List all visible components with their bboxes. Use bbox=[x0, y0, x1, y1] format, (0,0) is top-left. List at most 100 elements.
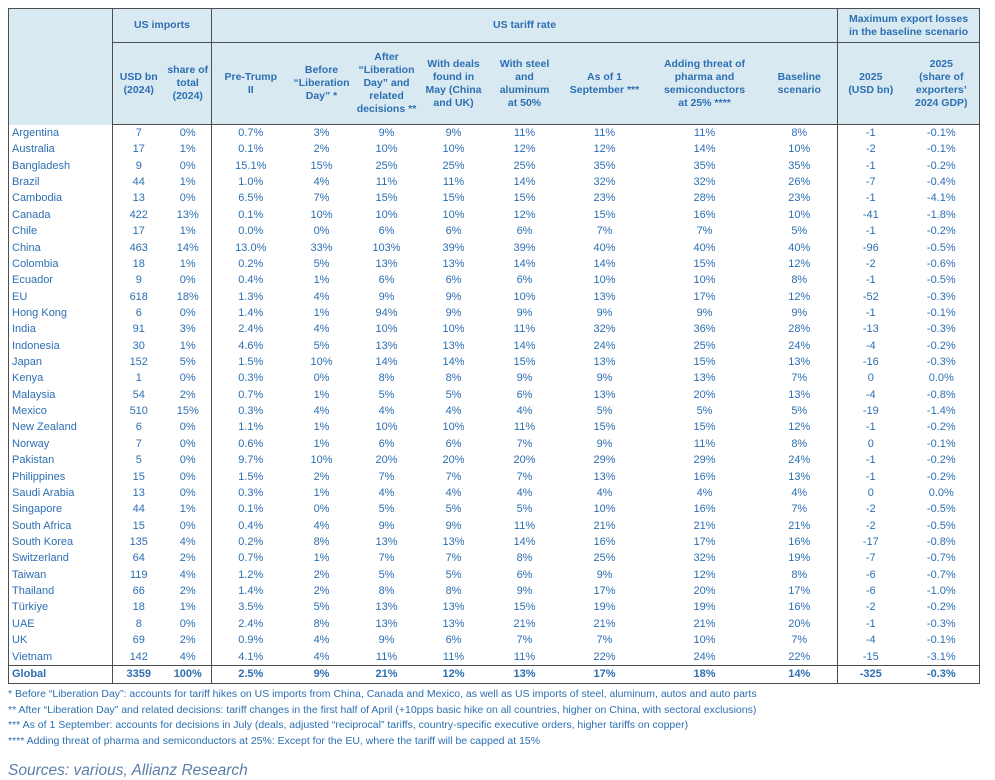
col-header-with-deals-may: With deals found in May (China and UK) bbox=[419, 42, 488, 125]
cell: 18% bbox=[164, 288, 213, 305]
cell: 8% bbox=[445, 585, 462, 598]
row-country: New Zealand bbox=[8, 419, 113, 436]
cell: 10% bbox=[442, 143, 465, 156]
cell: -0.1% bbox=[926, 634, 956, 647]
cell: 10% bbox=[310, 356, 333, 369]
table-row: Vietnam 142 4% 4.1% 4% 11% 11% 11% 22% 24% 22% -15 -… bbox=[8, 648, 980, 666]
cell: 15% bbox=[693, 257, 716, 270]
cell: 0.4% bbox=[238, 519, 264, 532]
cell: 36% bbox=[693, 323, 716, 336]
cell: 11% bbox=[375, 650, 398, 663]
cell: 15% bbox=[693, 356, 716, 369]
cell: 5% bbox=[378, 568, 395, 581]
cell: 22% bbox=[593, 650, 616, 663]
cell: 10% bbox=[442, 421, 465, 434]
cell: 25% bbox=[513, 159, 536, 172]
cell: -52 bbox=[862, 290, 879, 303]
cell: 13% bbox=[442, 257, 465, 270]
cell: 12% bbox=[513, 208, 536, 221]
table-row: New Zealand 6 0% 1.1% 1% 10% 10% 11% 15% 15% 12% -1… bbox=[8, 419, 980, 436]
cell: 39% bbox=[513, 241, 536, 254]
cell: -1 bbox=[865, 127, 876, 139]
table-row: Brazil 44 1% 1.0% 4% 11% 11% 14% 32% 32% 26% -7 -0.4… bbox=[8, 174, 980, 191]
cell: -1 bbox=[865, 306, 876, 319]
row-country: Global bbox=[8, 664, 113, 684]
cell: 9% bbox=[378, 634, 395, 647]
cell: 13% bbox=[442, 617, 465, 630]
cell: 1% bbox=[313, 552, 330, 565]
cell: 14% bbox=[375, 356, 398, 369]
cell: 6% bbox=[445, 225, 462, 238]
cell: 9% bbox=[378, 519, 395, 532]
row-country: Pakistan bbox=[8, 452, 113, 469]
cell: 6% bbox=[516, 388, 533, 401]
cell: -1 bbox=[865, 454, 876, 467]
cell: 4% bbox=[313, 323, 330, 336]
cell: 4% bbox=[696, 486, 713, 499]
cell: 20% bbox=[513, 454, 536, 467]
cell: 12% bbox=[693, 568, 716, 581]
cell: 0.3% bbox=[238, 486, 264, 499]
table-row: Pakistan 5 0% 9.7% 10% 20% 20% 20% 29% 29% 24% -1 -0… bbox=[8, 452, 980, 469]
cell: 24% bbox=[593, 339, 616, 352]
row-country: Colombia bbox=[8, 255, 113, 273]
col-header-pre-trump: Pre-Trump II bbox=[211, 42, 290, 125]
cell: 44 bbox=[132, 503, 145, 516]
cell: 10% bbox=[693, 274, 716, 287]
cell: 7% bbox=[378, 552, 395, 565]
cell: 15% bbox=[375, 192, 398, 205]
cell: 9% bbox=[516, 585, 533, 598]
cell: 4% bbox=[313, 650, 330, 663]
cell: -96 bbox=[862, 241, 879, 254]
cell: 9% bbox=[378, 127, 395, 139]
cell: 0.0% bbox=[928, 486, 954, 499]
cell: 3% bbox=[164, 321, 213, 338]
cell: 0.6% bbox=[238, 437, 264, 450]
cell: -4 bbox=[865, 388, 876, 401]
cell: 9% bbox=[445, 290, 462, 303]
cell: -6 bbox=[865, 585, 876, 598]
row-country: Ecuador bbox=[8, 272, 113, 289]
cell: 66 bbox=[132, 585, 145, 598]
cell: 6% bbox=[445, 274, 462, 287]
cell: 0% bbox=[164, 419, 213, 436]
cell: 13% bbox=[693, 372, 716, 385]
cell: 13% bbox=[593, 290, 616, 303]
cell: -41 bbox=[862, 208, 879, 221]
cell: 13% bbox=[442, 601, 465, 614]
cell: 25% bbox=[693, 339, 716, 352]
cell: 6% bbox=[516, 568, 533, 581]
cell: 23% bbox=[761, 190, 839, 207]
cell: 7% bbox=[313, 192, 330, 205]
cell: 54 bbox=[132, 388, 145, 401]
table-row: South Africa 15 0% 0.4% 4% 9% 9% 11% 21% 21% 21% -2… bbox=[8, 517, 980, 534]
cell: -16 bbox=[862, 356, 879, 369]
cell: -2 bbox=[865, 257, 876, 270]
cell: 30 bbox=[132, 339, 145, 352]
cell: 69 bbox=[132, 634, 145, 647]
cell: 7 bbox=[135, 127, 142, 139]
cell: 14% bbox=[513, 535, 536, 548]
cell: 11% bbox=[513, 323, 536, 336]
cell: 8% bbox=[378, 585, 395, 598]
cell: 7% bbox=[761, 370, 839, 387]
cell: 1% bbox=[164, 174, 213, 191]
col-header-usd-bn: USD bn (2024) bbox=[112, 42, 165, 125]
cell: 9% bbox=[696, 306, 713, 319]
cell: 119 bbox=[129, 568, 148, 581]
table-row: Indonesia 30 1% 4.6% 5% 13% 13% 14% 24% 25% 24% -4 -… bbox=[8, 337, 980, 355]
cell: 13% bbox=[761, 386, 839, 404]
cell: 9% bbox=[445, 127, 462, 139]
cell: 13% bbox=[375, 257, 398, 270]
cell: 11% bbox=[513, 421, 536, 434]
cell: 1% bbox=[164, 141, 213, 158]
cell: 2% bbox=[313, 568, 330, 581]
cell: -6 bbox=[865, 568, 876, 581]
table-row: Saudi Arabia 13 0% 0.3% 1% 4% 4% 4% 4% 4% 4% 0 0.0% bbox=[8, 484, 980, 502]
cell: 20% bbox=[761, 615, 839, 633]
cell: -0.5% bbox=[926, 519, 956, 532]
cell: 40% bbox=[593, 241, 616, 254]
table-row: UK 69 2% 0.9% 4% 9% 6% 7% 7% 10% 7% -4 -0.1% bbox=[8, 632, 980, 649]
table-body: Argentina 7 0% 0.7% 3% 9% 9% 11% 11% 11% 8% -1 -0.1%… bbox=[8, 124, 980, 666]
cell: 15% bbox=[593, 208, 616, 221]
